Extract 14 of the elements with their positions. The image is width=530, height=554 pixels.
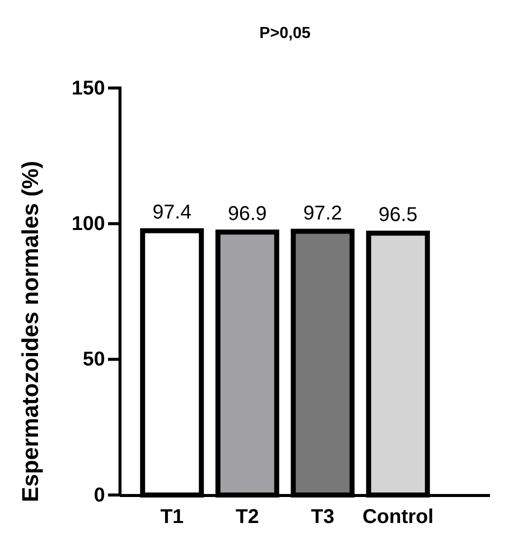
chart-title: P>0,05 <box>259 25 311 42</box>
y-axis-title: Espermatozoides normales (%) <box>17 160 43 502</box>
data-label: 97.4 <box>152 202 192 224</box>
data-label: 96.9 <box>228 203 267 226</box>
y-tick-label: 0 <box>94 484 105 506</box>
x-tick-label: T2 <box>236 506 259 528</box>
x-tick-label: T1 <box>160 506 184 528</box>
data-label: 96.5 <box>378 204 418 226</box>
y-tick-label: 150 <box>72 77 105 100</box>
x-tick-label: T3 <box>311 506 334 528</box>
data-label: 97.2 <box>303 202 342 224</box>
x-tick-label: Control <box>362 506 434 528</box>
y-tick-label: 100 <box>72 213 105 236</box>
y-tick-label: 50 <box>82 348 105 371</box>
